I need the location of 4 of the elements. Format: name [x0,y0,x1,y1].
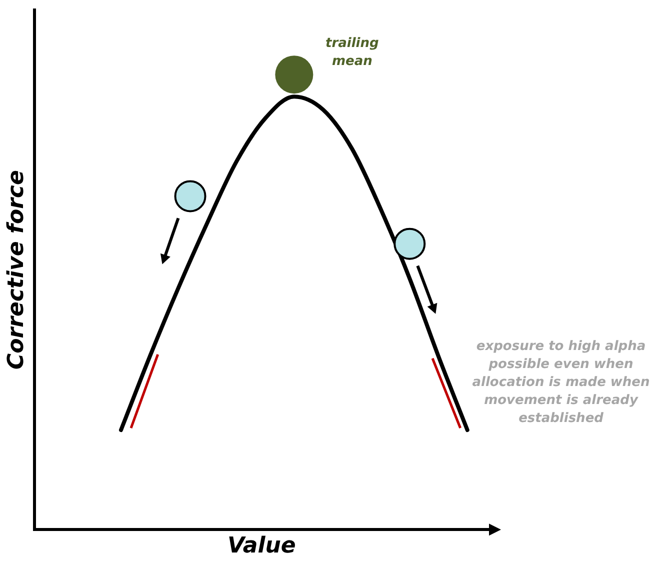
y-axis-title: Corrective force [4,170,29,370]
x-axis-title: Value [228,534,296,559]
annotation: exposure to high alpha possible even when allocation is made when movement is already established [471,338,651,428]
text: trailing mean [324,34,380,71]
